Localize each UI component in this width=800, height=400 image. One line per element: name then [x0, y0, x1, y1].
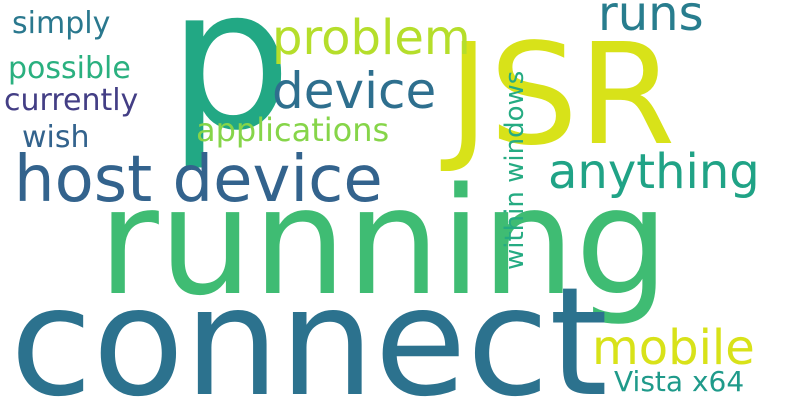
- word-applications: applications: [196, 111, 390, 149]
- word-currently: currently: [4, 83, 139, 118]
- word-p: p: [168, 0, 292, 173]
- word-running: running: [98, 156, 670, 328]
- word-wish: wish: [22, 120, 90, 155]
- word-host-device: host device: [14, 143, 383, 217]
- word-connect: connect: [10, 256, 608, 400]
- word-device: device: [272, 62, 437, 120]
- word-vista-x64: Vista x64: [614, 365, 745, 398]
- word-possible: possible: [8, 51, 131, 86]
- word-mobile: mobile: [592, 320, 755, 376]
- word-within-windows: within windows: [500, 70, 530, 270]
- word-anything: anything: [548, 144, 760, 200]
- word-simply: simply: [12, 6, 111, 41]
- word-runs: runs: [598, 0, 704, 42]
- word-problem: problem: [272, 10, 471, 66]
- word-jsr: JSR: [448, 14, 676, 177]
